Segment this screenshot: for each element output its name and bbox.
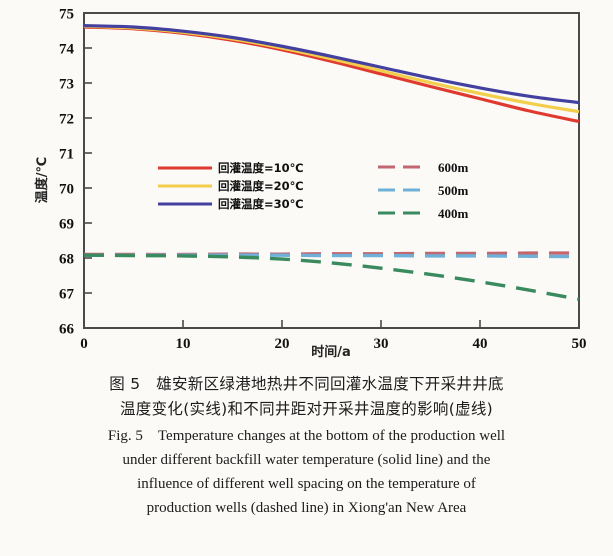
chart-area: 66 67 68 69 70 71 72 73 74 75 0 10 20 30 40 50 温度/℃ 时间… [34, 7, 587, 361]
y-tick-label: 66 [59, 322, 75, 338]
y-tick-label: 70 [59, 182, 74, 198]
legend-label-solid-2: 回灌温度=20℃ [218, 179, 304, 193]
y-tick-label: 69 [59, 217, 74, 233]
legend-label-dashed-2: 500m [438, 183, 469, 198]
legend-label-dashed-1: 600m [438, 160, 469, 175]
caption-en-line-3: influence of different well spacing on t… [137, 476, 476, 492]
x-axis-label: 时间/a [311, 344, 351, 360]
y-tick-label: 75 [59, 7, 74, 23]
caption-en-line-2: under different backfill water temperatu… [122, 452, 491, 468]
data-series-group [83, 24, 580, 301]
y-tick-label: 74 [59, 42, 75, 58]
legend-label-solid-1: 回灌温度=10℃ [218, 161, 304, 175]
caption-cn-line-1: 图 5 雄安新区绿港地热井不同回灌水温度下开采井井底 [109, 375, 504, 393]
caption-en-line-4: production wells (dashed line) in Xiong'… [146, 500, 467, 516]
data-series-line [83, 253, 580, 259]
figure-caption: 图 5 雄安新区绿港地热井不同回灌水温度下开采井井底 温度变化(实线)和不同井距… [0, 372, 613, 520]
x-tick-label: 30 [374, 336, 389, 352]
y-tick-label: 73 [59, 77, 74, 93]
x-tick-label: 10 [176, 336, 191, 352]
caption-cn-line-2: 温度变化(实线)和不同井距对开采井温度的影响(虚线) [120, 400, 493, 418]
y-tick-label: 72 [59, 112, 74, 128]
legend-dashed-group: 600m 500m 400m [378, 160, 469, 221]
y-axis-tick-labels: 66 67 68 69 70 71 72 73 74 75 [59, 7, 75, 338]
data-series-line [83, 24, 580, 105]
legend-label-dashed-3: 400m [438, 206, 469, 221]
y-tick-label: 71 [59, 147, 74, 163]
caption-en-line-1: Fig. 5 Temperature changes at the bottom… [107, 428, 506, 444]
x-axis-ticks [182, 320, 481, 328]
temperature-line-chart: 66 67 68 69 70 71 72 73 74 75 0 10 20 30 40 50 温度/℃ 时间… [34, 7, 587, 361]
data-series-line [83, 253, 580, 301]
y-tick-label: 68 [59, 252, 74, 268]
x-tick-label: 40 [473, 336, 488, 352]
y-tick-label: 67 [59, 287, 75, 303]
x-tick-label: 20 [275, 336, 290, 352]
plot-frame [83, 12, 580, 329]
data-series-line [83, 24, 580, 114]
x-axis-tick-labels: 0 10 20 30 40 50 [80, 336, 586, 352]
data-series-line [83, 251, 580, 257]
y-axis-ticks [84, 12, 92, 329]
x-tick-label: 0 [80, 336, 88, 352]
x-tick-label: 50 [572, 336, 587, 352]
y-axis-label: 温度/℃ [34, 157, 50, 204]
data-series-line [83, 25, 580, 124]
legend-label-solid-3: 回灌温度=30℃ [218, 197, 304, 211]
legend-solid-group: 回灌温度=10℃ 回灌温度=20℃ 回灌温度=30℃ [158, 161, 304, 211]
